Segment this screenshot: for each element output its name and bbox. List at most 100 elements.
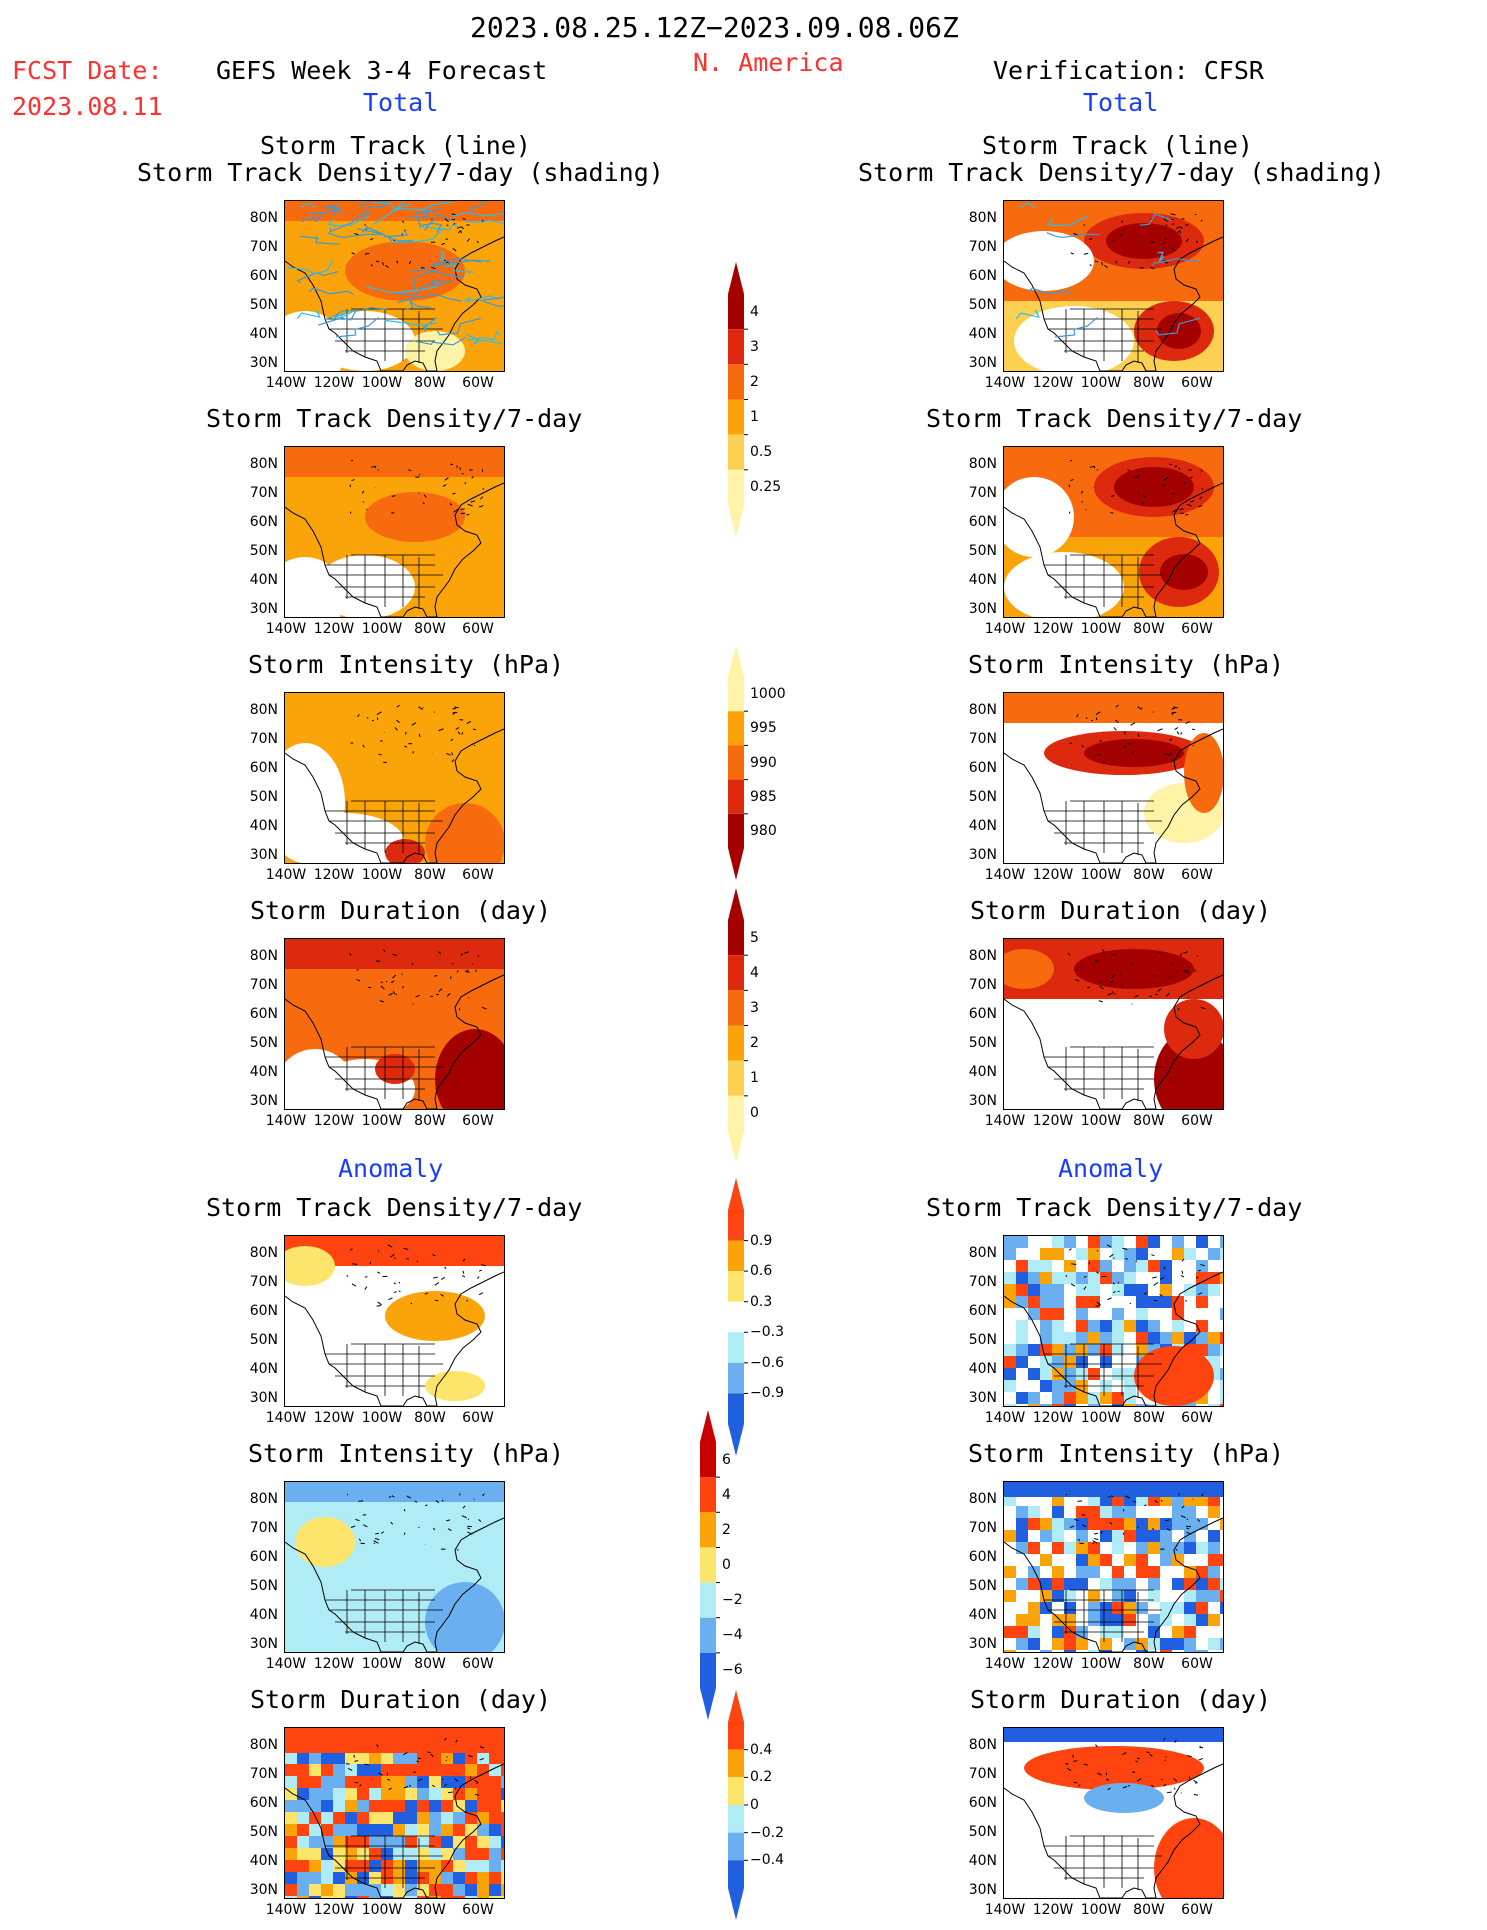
shading-cell	[1028, 1602, 1040, 1614]
shading-cell	[1064, 1236, 1076, 1248]
shading-cell	[1208, 1344, 1220, 1356]
shading-cell	[1100, 1368, 1112, 1380]
shading-cell	[357, 1776, 369, 1788]
shading-cell	[1052, 1404, 1064, 1406]
shading-cell	[1124, 1236, 1136, 1248]
shading-cell	[297, 1896, 309, 1898]
shading-cell	[1136, 1566, 1148, 1578]
island-outline	[1094, 1533, 1098, 1534]
shading-cell	[309, 1776, 321, 1788]
shading-cell	[1184, 1272, 1196, 1284]
island-outline	[455, 1788, 456, 1790]
shading-cell	[1172, 1638, 1184, 1650]
shading-cell	[1052, 1332, 1064, 1344]
shading-cell	[1028, 1296, 1040, 1308]
shading-cell	[1220, 1392, 1223, 1404]
shading-cell	[429, 1776, 441, 1788]
colorbar-swatch	[728, 745, 744, 779]
shading-cell	[1076, 1554, 1088, 1566]
lat-tick-label: 40N	[244, 1853, 278, 1869]
shading-cell	[1220, 1272, 1223, 1284]
shading-cell	[369, 1800, 381, 1812]
shading-cell	[405, 1848, 417, 1860]
shading-cell	[1160, 1518, 1172, 1530]
lat-tick-label: 70N	[244, 1274, 278, 1290]
colorbar-swatch	[728, 1860, 744, 1888]
shading-cell	[1100, 1506, 1112, 1518]
lat-tick-label: 60N	[963, 514, 997, 530]
island-outline	[406, 1259, 409, 1260]
colorbar-swatch	[728, 1805, 744, 1833]
shading-cell	[477, 1788, 489, 1800]
shading-cell	[501, 1824, 504, 1836]
shading-cell	[1124, 1260, 1136, 1272]
shading-cell	[285, 1800, 297, 1812]
shading-cell	[381, 1848, 393, 1860]
lat-tick-label: 30N	[963, 601, 997, 617]
shading-cell	[465, 1872, 477, 1884]
island-outline	[1125, 1259, 1128, 1260]
shading-region	[1114, 467, 1194, 507]
island-outline	[1097, 1250, 1098, 1251]
shading-cell	[1052, 1626, 1064, 1638]
shading-cell	[417, 1776, 429, 1788]
colorbar-swatch	[700, 1547, 716, 1582]
island-outline	[411, 1303, 412, 1304]
colorbar-label: 0.2	[750, 1769, 772, 1785]
island-outline	[1162, 1779, 1163, 1780]
lon-tick-label: 120W	[314, 1410, 355, 1426]
island-outline	[419, 474, 420, 475]
shading-cell	[1064, 1542, 1076, 1554]
shading-cell	[1016, 1236, 1028, 1248]
shading-cell	[1040, 1272, 1052, 1284]
colorbar-swatch	[728, 990, 744, 1025]
shading-cell	[321, 1860, 333, 1872]
lat-tick-label: 80N	[963, 702, 997, 718]
lat-tick-label: 70N	[244, 239, 278, 255]
lon-tick-label: 120W	[1033, 1410, 1074, 1426]
shading-cell	[345, 1812, 357, 1824]
lat-tick-label: 80N	[244, 1245, 278, 1261]
shading-cell	[393, 1752, 405, 1764]
island-outline	[1123, 746, 1126, 747]
shading-cell	[297, 1788, 309, 1800]
shading-region	[1164, 999, 1223, 1059]
shading-region	[385, 1291, 485, 1341]
shading-cell	[453, 1836, 465, 1848]
lat-tick-label: 30N	[244, 847, 278, 863]
shading-cell	[1148, 1308, 1160, 1320]
shading-cell	[1052, 1380, 1064, 1392]
shading-cell	[1208, 1296, 1220, 1308]
lon-tick-label: 100W	[362, 1656, 403, 1672]
shading-cell	[501, 1788, 504, 1800]
shading-cell	[441, 1896, 453, 1898]
shading-cell	[429, 1860, 441, 1872]
shading-cell	[1172, 1332, 1184, 1344]
lon-tick-label: 140W	[266, 867, 307, 883]
shading-cell	[1220, 1614, 1223, 1626]
lat-tick-label: 40N	[963, 1064, 997, 1080]
left-anomaly-label: Anomaly	[338, 1156, 443, 1181]
colorbar-swatch	[728, 364, 744, 399]
island-outline	[1191, 964, 1192, 965]
shading-cell	[285, 1776, 297, 1788]
lat-tick-label: 40N	[244, 1361, 278, 1377]
shading-cell	[285, 1860, 297, 1872]
colorbar-bottom-arrow	[728, 1131, 744, 1163]
shading-cell	[1052, 1260, 1064, 1272]
lat-tick-label: 60N	[963, 1795, 997, 1811]
island-outline	[350, 485, 351, 488]
lon-tick-label: 100W	[1081, 867, 1122, 883]
lat-tick-label: 30N	[244, 1882, 278, 1898]
lat-tick-label: 70N	[244, 485, 278, 501]
shading-cell	[1208, 1506, 1220, 1518]
map-duration-verification	[1003, 938, 1224, 1110]
colorbar-top-arrow	[728, 888, 744, 920]
lon-tick-label: 80W	[1133, 1902, 1165, 1918]
shading-cell	[1076, 1248, 1088, 1260]
lon-tick-label: 120W	[314, 1902, 355, 1918]
shading-cell	[309, 1836, 321, 1848]
shading-cell	[393, 1812, 405, 1824]
shading-cell	[1076, 1506, 1088, 1518]
shading-cell	[441, 1836, 453, 1848]
